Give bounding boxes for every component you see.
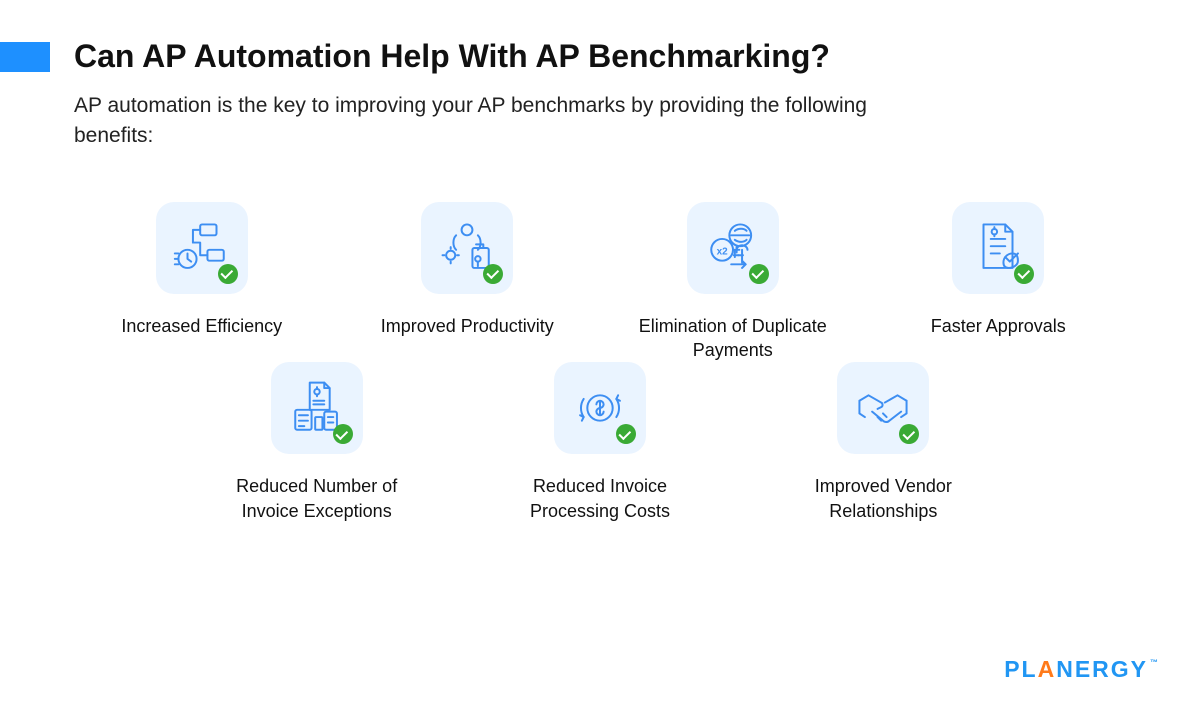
vendor-icon <box>837 362 929 454</box>
check-badge-icon <box>616 424 636 444</box>
check-badge-icon <box>899 424 919 444</box>
page-title: Can AP Automation Help With AP Benchmark… <box>74 38 830 75</box>
benefit-label: Improved Productivity <box>381 314 554 338</box>
check-badge-icon <box>749 264 769 284</box>
benefit-item: Reduced Number of Invoice Exceptions <box>207 362 427 523</box>
benefit-item: Faster Approvals <box>871 202 1127 363</box>
benefit-label: Reduced Number of Invoice Exceptions <box>207 474 427 523</box>
exceptions-icon <box>271 362 363 454</box>
benefit-label: Reduced Invoice Processing Costs <box>490 474 710 523</box>
duplicate-icon: x2 <box>687 202 779 294</box>
benefit-label: Improved Vendor Relationships <box>773 474 993 523</box>
page-subtitle: AP automation is the key to improving yo… <box>74 91 934 152</box>
brand-logo: PLANERGY™ <box>1004 656 1158 683</box>
benefit-label: Faster Approvals <box>931 314 1066 338</box>
benefit-item: Increased Efficiency <box>74 202 330 363</box>
cost-icon <box>554 362 646 454</box>
productivity-icon <box>421 202 513 294</box>
benefit-item: x2 Elimination of Duplicate Payments <box>605 202 861 363</box>
benefit-item: Reduced Invoice Processing Costs <box>490 362 710 523</box>
check-badge-icon <box>333 424 353 444</box>
check-badge-icon <box>483 264 503 284</box>
benefit-item: Improved Vendor Relationships <box>773 362 993 523</box>
check-badge-icon <box>1014 264 1034 284</box>
benefit-label: Increased Efficiency <box>121 314 282 338</box>
efficiency-icon <box>156 202 248 294</box>
svg-text:x2: x2 <box>716 246 728 257</box>
accent-bar <box>0 42 50 72</box>
benefits-row-1: Increased Efficiency Improved Productivi… <box>0 152 1200 363</box>
title-row: Can AP Automation Help With AP Benchmark… <box>0 0 1200 75</box>
benefits-row-2: Reduced Number of Invoice Exceptions Red… <box>0 362 1200 523</box>
check-badge-icon <box>218 264 238 284</box>
benefit-label: Elimination of Duplicate Payments <box>623 314 843 363</box>
benefit-item: Improved Productivity <box>340 202 596 363</box>
approvals-icon <box>952 202 1044 294</box>
